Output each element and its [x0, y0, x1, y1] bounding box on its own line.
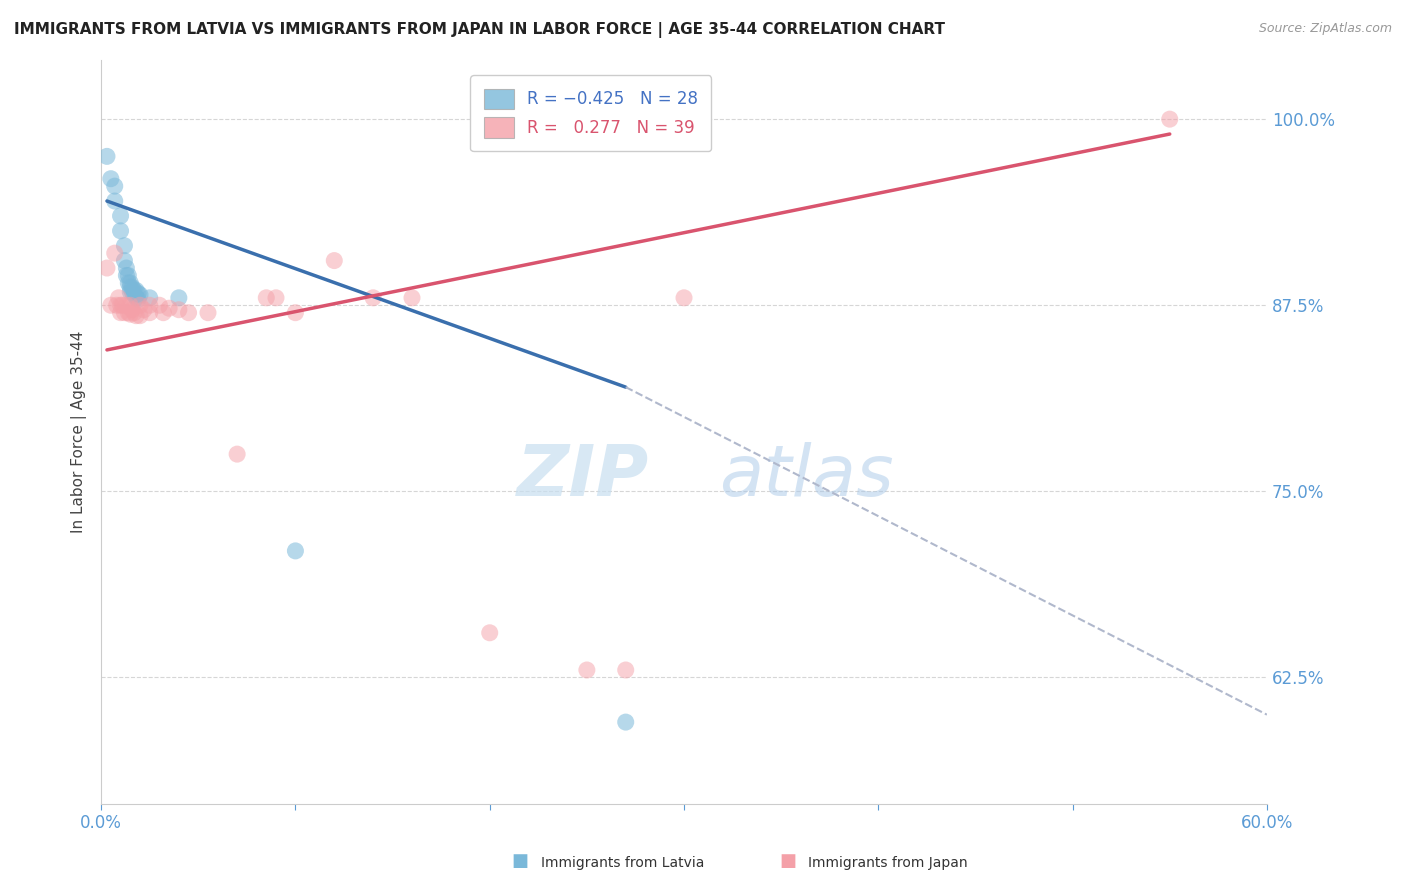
Point	[323, 253, 346, 268]
Point	[121, 302, 143, 317]
Point	[115, 298, 138, 312]
Point	[120, 298, 142, 312]
Point	[167, 302, 190, 317]
Point	[104, 246, 127, 260]
Point	[100, 298, 122, 312]
Point	[226, 447, 249, 461]
Point	[114, 238, 136, 252]
Point	[96, 149, 118, 163]
Legend: R = −0.425   N = 28, R =   0.277   N = 39: R = −0.425 N = 28, R = 0.277 N = 39	[470, 76, 711, 151]
Point	[122, 288, 145, 302]
Point	[478, 625, 501, 640]
Point	[100, 171, 122, 186]
Text: Immigrants from Japan: Immigrants from Japan	[808, 855, 969, 870]
Text: atlas: atlas	[718, 442, 894, 511]
Point	[125, 291, 148, 305]
Point	[152, 306, 174, 320]
Point	[120, 280, 142, 294]
Point	[148, 298, 170, 312]
Point	[361, 291, 384, 305]
Point	[120, 276, 142, 290]
Point	[197, 306, 219, 320]
Point	[110, 209, 132, 223]
Point	[254, 291, 277, 305]
Point	[284, 306, 307, 320]
Text: Immigrants from Latvia: Immigrants from Latvia	[541, 855, 704, 870]
Point	[138, 306, 160, 320]
Point	[132, 302, 155, 317]
Point	[127, 286, 149, 301]
Point	[125, 309, 148, 323]
Point	[284, 544, 307, 558]
Point	[177, 306, 200, 320]
Point	[129, 309, 152, 323]
Point	[107, 291, 129, 305]
Point	[120, 307, 142, 321]
Text: ■: ■	[512, 852, 529, 870]
Text: Source: ZipAtlas.com: Source: ZipAtlas.com	[1258, 22, 1392, 36]
Point	[104, 194, 127, 208]
Point	[401, 291, 423, 305]
Point	[121, 285, 143, 299]
Point	[121, 280, 143, 294]
Point	[110, 306, 132, 320]
Point	[614, 663, 637, 677]
Point	[115, 260, 138, 275]
Point	[110, 298, 132, 312]
Point	[114, 306, 136, 320]
Point	[117, 276, 139, 290]
Point	[575, 663, 598, 677]
Point	[138, 298, 160, 312]
Point	[122, 284, 145, 298]
Point	[96, 260, 118, 275]
Point	[104, 179, 127, 194]
Y-axis label: In Labor Force | Age 35-44: In Labor Force | Age 35-44	[72, 331, 87, 533]
Point	[117, 268, 139, 283]
Point	[129, 288, 152, 302]
Point	[125, 284, 148, 298]
Text: IMMIGRANTS FROM LATVIA VS IMMIGRANTS FROM JAPAN IN LABOR FORCE | AGE 35-44 CORRE: IMMIGRANTS FROM LATVIA VS IMMIGRANTS FRO…	[14, 22, 945, 38]
Point	[264, 291, 287, 305]
Point	[614, 715, 637, 730]
Text: ZIP: ZIP	[517, 442, 650, 511]
Point	[129, 298, 152, 312]
Point	[672, 291, 695, 305]
Point	[111, 298, 134, 312]
Point	[115, 268, 138, 283]
Point	[122, 306, 145, 320]
Text: ■: ■	[779, 852, 796, 870]
Point	[1159, 112, 1181, 127]
Point	[110, 224, 132, 238]
Point	[105, 298, 128, 312]
Point	[127, 293, 149, 307]
Point	[157, 301, 180, 316]
Point	[167, 291, 190, 305]
Point	[138, 291, 160, 305]
Point	[120, 285, 142, 299]
Point	[114, 253, 136, 268]
Point	[117, 306, 139, 320]
